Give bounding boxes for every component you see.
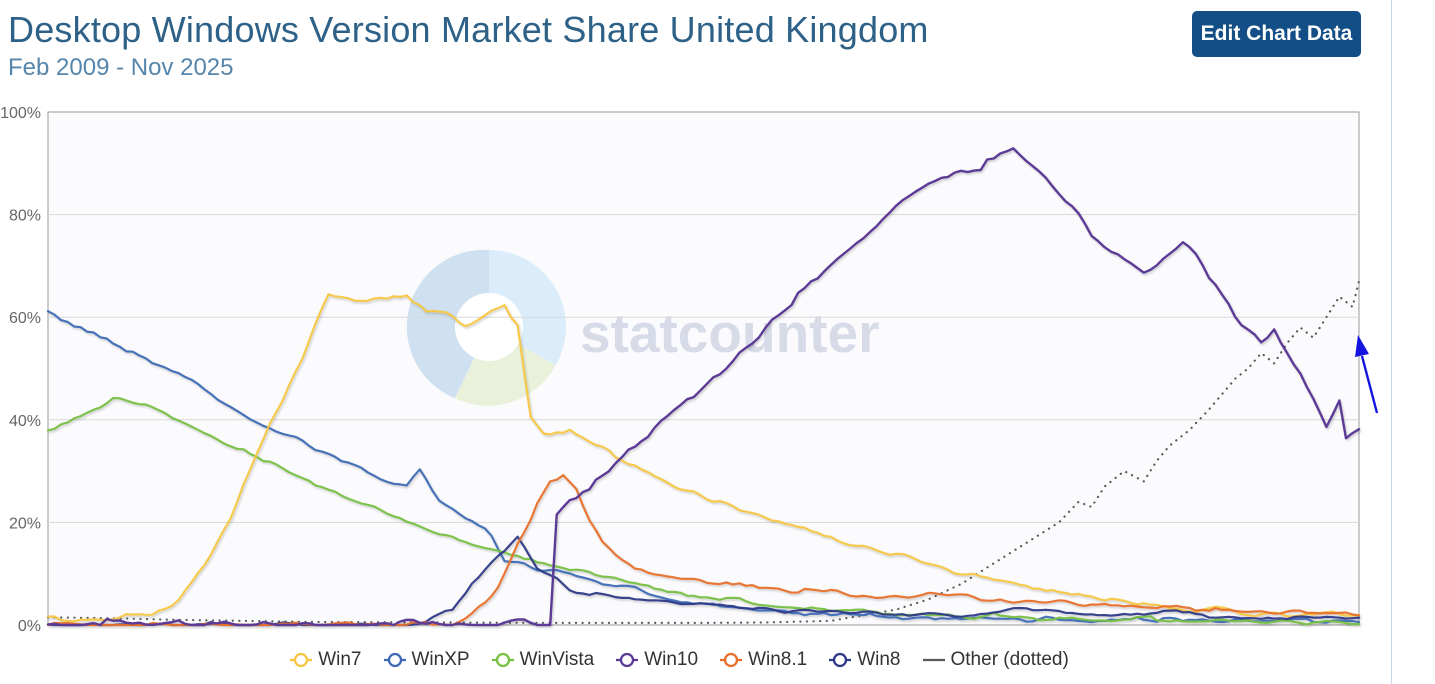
svg-text:100%: 100% xyxy=(0,105,41,122)
svg-text:80%: 80% xyxy=(9,208,41,225)
svg-text:20%: 20% xyxy=(9,515,41,532)
svg-text:40%: 40% xyxy=(9,413,41,430)
svg-text:60%: 60% xyxy=(9,310,41,327)
svg-text:0%: 0% xyxy=(18,618,41,635)
